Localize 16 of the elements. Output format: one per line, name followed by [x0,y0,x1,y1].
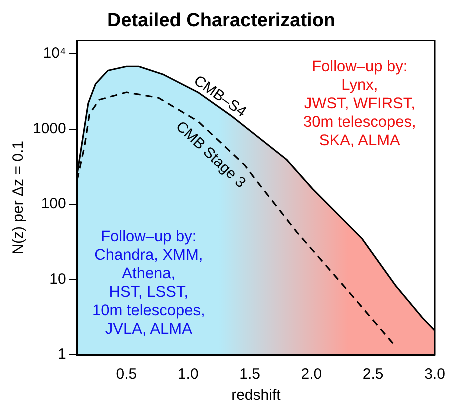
chart-title: Detailed Characterization [107,10,336,32]
y-tick-label: 100 [41,196,66,213]
x-tick-label: 1.5 [240,366,260,384]
y-tick-label: 10⁴ [43,45,66,62]
x-axis-title: redshift [232,387,282,404]
annotation: Follow–up by: Lynx, JWST, WFIRST, 30m telescopes, SKA, ALMA [303,58,416,150]
y-axis-title: N(z) per Δz = 0.1 [10,140,28,255]
y-tick-label: 10 [50,270,66,288]
x-tick-label: 0.5 [116,366,138,384]
annotation: Follow–up by: Chandra, XMM, Athena, HST, LSST, 10m telescopes, JVLA, ALMA [92,228,206,338]
y-tick-label: 1 [58,346,66,364]
x-tick-label: 1.0 [178,366,199,384]
x-tick-label: 3.0 [424,366,446,384]
x-tick-label: 2.5 [362,366,384,384]
x-tick-label: 2.0 [301,366,322,384]
y-tick-label: 1000 [32,120,66,138]
